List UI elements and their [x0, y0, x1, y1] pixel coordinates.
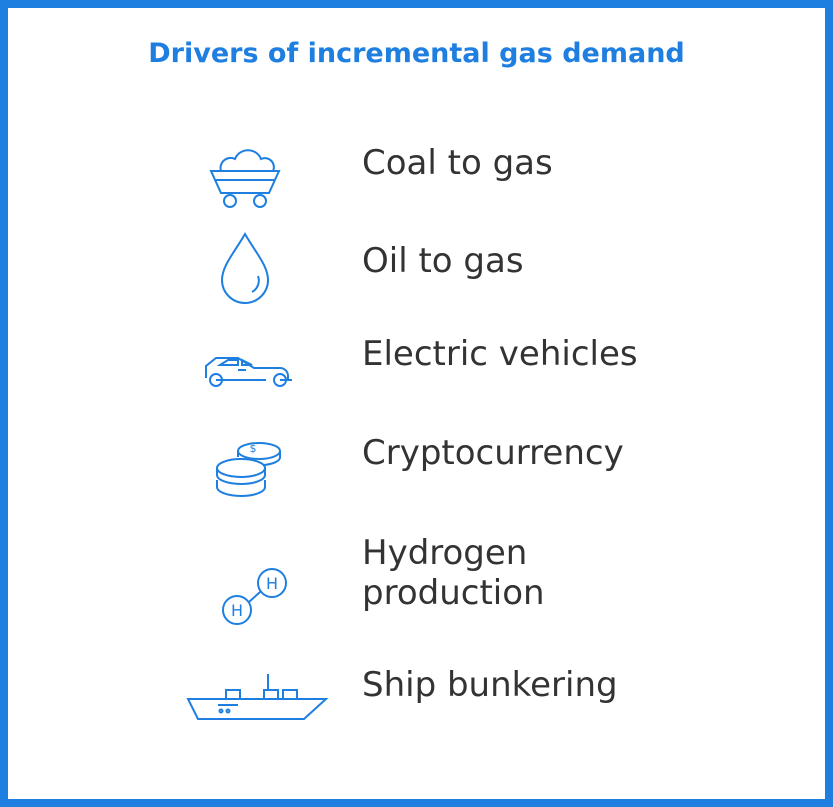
item-label: Hydrogen production	[362, 533, 545, 613]
coal-icon	[209, 149, 281, 208]
item-label: Ship bunkering	[362, 665, 618, 705]
svg-text:H: H	[231, 601, 243, 620]
item-label: Cryptocurrency	[362, 433, 624, 473]
item-label: Oil to gas	[362, 241, 524, 281]
icons: $ H H	[186, 149, 329, 720]
car-icon	[205, 357, 292, 387]
svg-text:$: $	[250, 442, 257, 455]
item-label: Electric vehicles	[362, 334, 638, 374]
svg-text:H: H	[266, 574, 278, 593]
ship-icon	[186, 674, 329, 720]
coins-icon: $	[216, 442, 281, 497]
drop-icon	[220, 232, 270, 304]
item-label: Coal to gas	[362, 143, 553, 183]
hydrogen-icon: H H	[222, 568, 287, 625]
title: Drivers of incremental gas demand	[148, 38, 685, 69]
